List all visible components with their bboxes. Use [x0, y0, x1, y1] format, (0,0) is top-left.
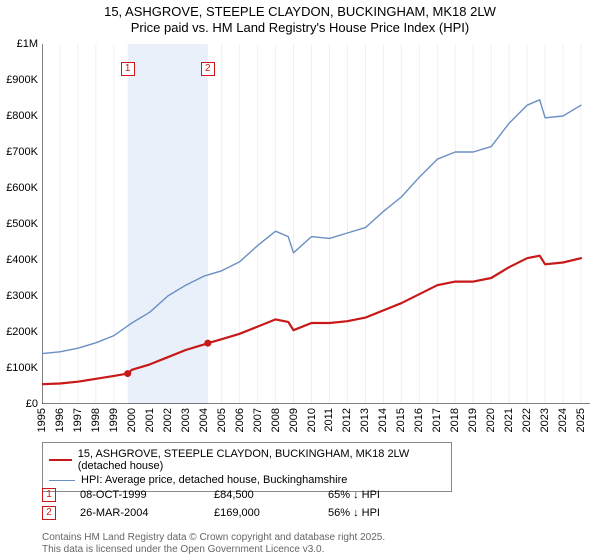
x-tick-label: 2000 — [126, 408, 138, 432]
x-tick-label: 2011 — [323, 408, 335, 432]
x-tick-label: 2005 — [216, 408, 228, 432]
y-tick-label: £900K — [6, 74, 38, 86]
sale-delta: 65% ↓ HPI — [328, 489, 418, 501]
title-line-2: Price paid vs. HM Land Registry's House … — [0, 20, 600, 36]
chart-plot-area: 12 — [42, 44, 590, 404]
sale-row: 2 26-MAR-2004 £169,000 56% ↓ HPI — [42, 504, 582, 522]
x-tick-label: 2023 — [539, 408, 551, 432]
sale-price: £169,000 — [214, 507, 304, 519]
chart-title: 15, ASHGROVE, STEEPLE CLAYDON, BUCKINGHA… — [0, 0, 600, 37]
attribution: Contains HM Land Registry data © Crown c… — [42, 532, 385, 556]
x-tick-label: 1999 — [108, 408, 120, 432]
x-tick-label: 2002 — [162, 408, 174, 432]
x-tick-label: 2009 — [288, 408, 300, 432]
x-tick-label: 2001 — [144, 408, 156, 432]
x-tick-label: 2003 — [180, 408, 192, 432]
x-tick-label: 2013 — [359, 408, 371, 432]
sale-row: 1 08-OCT-1999 £84,500 65% ↓ HPI — [42, 486, 582, 504]
legend-label: HPI: Average price, detached house, Buck… — [81, 474, 347, 486]
sale-date: 08-OCT-1999 — [80, 489, 190, 501]
y-tick-label: £500K — [6, 218, 38, 230]
x-axis: 1995199619971998199920002001200220032004… — [42, 406, 590, 440]
legend-row: HPI: Average price, detached house, Buck… — [49, 473, 445, 487]
x-tick-label: 1998 — [90, 408, 102, 432]
x-tick-label: 2006 — [234, 408, 246, 432]
x-tick-label: 2018 — [449, 408, 461, 432]
y-axis: £0£100K£200K£300K£400K£500K£600K£700K£80… — [0, 44, 40, 404]
sale-marker-box: 2 — [42, 506, 56, 520]
attribution-line-2: This data is licensed under the Open Gov… — [42, 544, 385, 556]
x-tick-label: 2015 — [395, 408, 407, 432]
x-tick-label: 2016 — [413, 408, 425, 432]
title-line-1: 15, ASHGROVE, STEEPLE CLAYDON, BUCKINGHA… — [0, 4, 600, 20]
x-tick-label: 1995 — [36, 408, 48, 432]
x-tick-label: 2022 — [521, 408, 533, 432]
x-tick-label: 2014 — [377, 408, 389, 432]
sale-date: 26-MAR-2004 — [80, 507, 190, 519]
x-tick-label: 2007 — [252, 408, 264, 432]
sale-marker-1: 1 — [121, 62, 135, 76]
x-tick-label: 1997 — [72, 408, 84, 432]
sale-price: £84,500 — [214, 489, 304, 501]
sale-delta: 56% ↓ HPI — [328, 507, 418, 519]
x-tick-label: 2010 — [306, 408, 318, 432]
y-tick-label: £100K — [6, 362, 38, 374]
y-tick-label: £200K — [6, 326, 38, 338]
x-tick-label: 2021 — [503, 408, 515, 432]
y-tick-label: £1M — [17, 38, 38, 50]
y-tick-label: £300K — [6, 290, 38, 302]
x-tick-label: 2024 — [557, 408, 569, 432]
y-tick-label: £400K — [6, 254, 38, 266]
x-tick-label: 1996 — [54, 408, 66, 432]
y-tick-label: £600K — [6, 182, 38, 194]
sale-marker-2: 2 — [201, 62, 215, 76]
chart-svg — [42, 44, 590, 404]
sale-marker-box: 1 — [42, 488, 56, 502]
legend: 15, ASHGROVE, STEEPLE CLAYDON, BUCKINGHA… — [42, 442, 452, 492]
x-tick-label: 2004 — [198, 408, 210, 432]
x-tick-label: 2017 — [431, 408, 443, 432]
x-tick-label: 2012 — [341, 408, 353, 432]
y-tick-label: £700K — [6, 146, 38, 158]
legend-swatch — [49, 459, 72, 461]
legend-row: 15, ASHGROVE, STEEPLE CLAYDON, BUCKINGHA… — [49, 447, 445, 473]
attribution-line-1: Contains HM Land Registry data © Crown c… — [42, 532, 385, 544]
x-tick-label: 2020 — [485, 408, 497, 432]
x-tick-label: 2019 — [467, 408, 479, 432]
sales-table: 1 08-OCT-1999 £84,500 65% ↓ HPI 2 26-MAR-2004… — [42, 486, 582, 522]
y-tick-label: £800K — [6, 110, 38, 122]
x-tick-label: 2025 — [575, 408, 587, 432]
legend-label: 15, ASHGROVE, STEEPLE CLAYDON, BUCKINGHA… — [78, 448, 445, 472]
legend-swatch — [49, 480, 75, 481]
x-tick-label: 2008 — [270, 408, 282, 432]
